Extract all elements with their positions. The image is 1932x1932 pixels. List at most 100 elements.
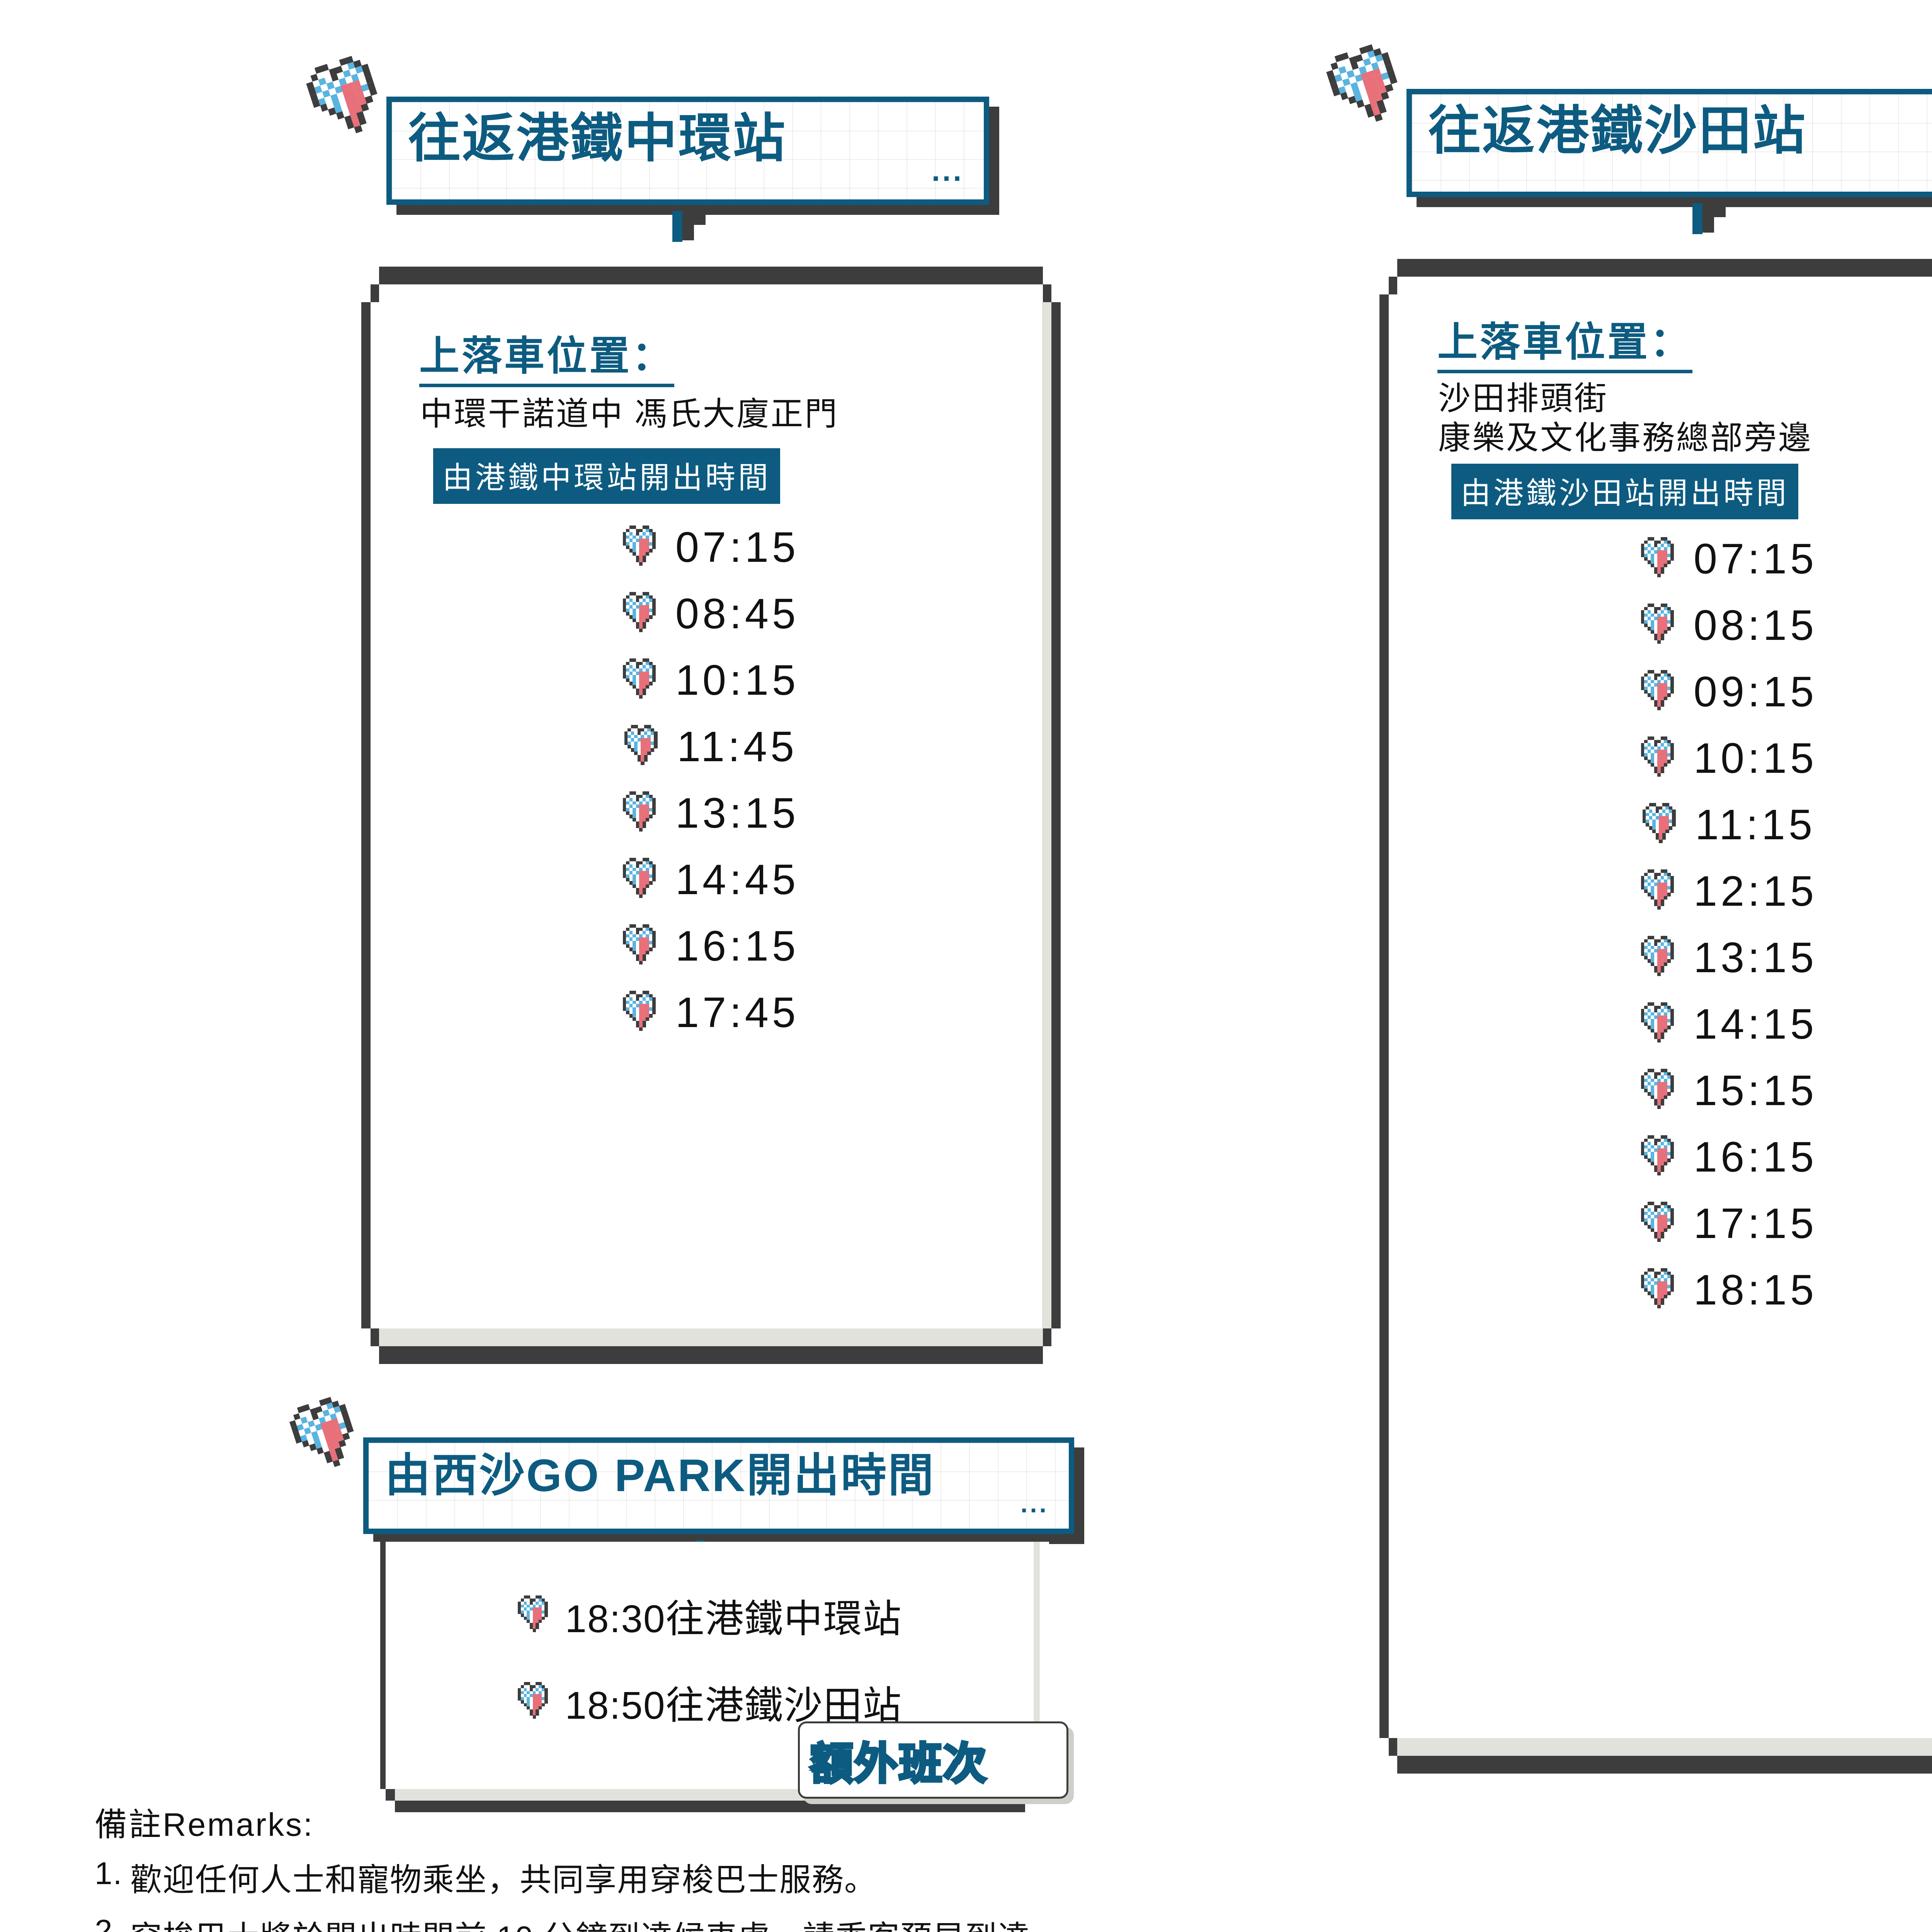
left-banner-ellipsis: ... xyxy=(931,153,964,187)
left-banner-title: 往返港鐵中環站 xyxy=(408,109,787,168)
right-location-label: 上落車位置： xyxy=(1437,309,1693,373)
time-row: 07:15 xyxy=(1379,526,1932,592)
time-value: 16:15 xyxy=(675,922,799,970)
pixel-heart-icon xyxy=(1641,1002,1680,1046)
time-value: 17:45 xyxy=(675,988,799,1036)
time-value: 07:15 xyxy=(675,523,799,571)
time-row: 15:15 xyxy=(1379,1057,1932,1124)
pixel-heart-icon xyxy=(1641,869,1680,913)
time-value: 14:45 xyxy=(675,855,799,903)
time-value: 12:15 xyxy=(1693,867,1818,915)
gopark-banner-box: 由西沙GO PARK開出時間 ... xyxy=(363,1437,1074,1534)
time-row: 10:15 xyxy=(1379,725,1932,791)
time-value: 15:15 xyxy=(1693,1066,1818,1114)
remark-text: 歡迎任何人士和寵物乘坐，共同享用穿梭巴士服務。 xyxy=(130,1862,877,1898)
right-banner: 往返港鐵沙田站 ... xyxy=(1326,44,1932,234)
gopark-entry-row: 18:30往港鐵中環站 xyxy=(371,1572,1049,1658)
time-row: 07:15 xyxy=(361,514,1061,580)
time-row: 11:45 xyxy=(361,713,1061,780)
remark-text: 穿梭巴士將於開出時間前 10 分鐘到達候車處，請乘客預早到達。 xyxy=(130,1913,1063,1932)
pixel-heart-icon xyxy=(622,991,662,1034)
remark-item: 1. 歡迎任何人士和寵物乘坐，共同享用穿梭巴士服務。 xyxy=(95,1855,1932,1905)
pixel-heart-icon xyxy=(1641,670,1680,713)
gopark-banner-ellipsis: ... xyxy=(1020,1489,1049,1518)
time-value: 10:15 xyxy=(1693,734,1818,782)
gopark-banner: 由西沙GO PARK開出時間 ... xyxy=(289,1397,1074,1568)
remarks-heading: 備註Remarks: xyxy=(95,1806,314,1843)
time-row: 13:15 xyxy=(361,780,1061,846)
time-value: 13:15 xyxy=(675,789,799,837)
left-location-label: 上落車位置： xyxy=(419,323,675,387)
remark-item: 2. 穿梭巴士將於開出時間前 10 分鐘到達候車處，請乘客預早到達。 xyxy=(95,1913,1932,1932)
right-banner-box: 往返港鐵沙田站 ... xyxy=(1406,89,1932,197)
time-value: 11:45 xyxy=(677,723,798,770)
time-row: 13:15 xyxy=(1379,924,1932,991)
time-value: 18:15 xyxy=(1693,1266,1818,1314)
pixel-heart-icon xyxy=(1642,803,1682,846)
right-banner-tail xyxy=(1692,203,1739,250)
left-banner: 往返港鐵中環站 ... xyxy=(306,56,989,242)
gopark-entry-row: 18:50往港鐵沙田站 xyxy=(371,1658,1049,1745)
time-row: 14:45 xyxy=(361,846,1061,913)
gopark-entry-value: 18:50往港鐵沙田站 xyxy=(565,1684,902,1727)
pixel-heart-icon xyxy=(518,1682,553,1721)
pixel-heart-icon xyxy=(1641,1069,1680,1112)
time-row: 11:15 xyxy=(1379,791,1932,858)
time-value: 10:15 xyxy=(675,656,799,704)
time-row: 14:15 xyxy=(1379,991,1932,1057)
pixel-heart-icon xyxy=(286,1390,375,1481)
left-departure-badge: 由港鐵中環站開出時間 xyxy=(433,448,781,504)
pixel-heart-icon xyxy=(622,592,662,635)
pixel-heart-icon xyxy=(622,658,662,702)
time-value: 09:15 xyxy=(1693,668,1818,716)
time-row: 09:15 xyxy=(1379,658,1932,725)
time-value: 14:15 xyxy=(1693,1000,1818,1048)
left-times-list: 07:15 08:45 10:15 11:45 13:15 14:45 xyxy=(361,514,1061,1046)
time-row: 17:45 xyxy=(361,979,1061,1046)
pixel-heart-icon xyxy=(622,791,662,835)
left-timetable-card: 上落車位置： 中環干諾道中 馮氏大廈正門 由港鐵中環站開出時間 07:15 08… xyxy=(361,267,1061,1364)
time-value: 08:15 xyxy=(1693,601,1818,649)
pixel-heart-icon xyxy=(622,526,662,569)
right-banner-title: 往返港鐵沙田站 xyxy=(1428,101,1807,160)
time-row: 16:15 xyxy=(361,913,1061,979)
remark-number: 2. xyxy=(95,1913,123,1932)
time-value: 11:15 xyxy=(1695,801,1816,849)
pixel-heart-icon xyxy=(1641,936,1680,979)
left-banner-tail xyxy=(672,211,719,257)
pixel-heart-icon xyxy=(1641,736,1680,780)
time-value: 13:15 xyxy=(1693,934,1818,981)
left-banner-box: 往返港鐵中環站 ... xyxy=(386,97,989,205)
right-banner-ellipsis: ... xyxy=(1428,157,1932,169)
extra-trips-badge: 額外班次 xyxy=(798,1721,1068,1799)
time-value: 07:15 xyxy=(1693,535,1818,583)
pixel-heart-icon xyxy=(622,858,662,901)
time-row: 08:45 xyxy=(361,580,1061,647)
gopark-banner-title: 由西沙GO PARK開出時間 xyxy=(385,1450,935,1501)
time-row: 16:15 xyxy=(1379,1124,1932,1190)
time-row: 12:15 xyxy=(1379,858,1932,924)
time-value: 16:15 xyxy=(1693,1133,1818,1181)
gopark-entries: 18:30往港鐵中環站 18:50往港鐵沙田站 xyxy=(371,1572,1049,1745)
time-row: 10:15 xyxy=(361,647,1061,713)
time-row: 08:15 xyxy=(1379,592,1932,658)
pixel-heart-icon xyxy=(1641,604,1680,647)
time-row: 18:15 xyxy=(1379,1257,1932,1323)
remark-number: 1. xyxy=(95,1856,123,1891)
pixel-heart-icon xyxy=(1641,1268,1680,1311)
time-value: 08:45 xyxy=(675,590,799,638)
pixel-heart-icon xyxy=(624,725,664,768)
left-location-lines: 中環干諾道中 馮氏大廈正門 xyxy=(420,396,839,432)
pixel-heart-icon xyxy=(1641,1135,1680,1179)
time-value: 17:15 xyxy=(1693,1199,1818,1247)
right-departure-badge: 由港鐵沙田站開出時間 xyxy=(1451,464,1799,519)
right-times-list: 07:15 08:15 09:15 10:15 11:15 12:15 xyxy=(1379,526,1932,1323)
extra-trips-label: 額外班次 xyxy=(809,1738,988,1789)
pixel-heart-icon xyxy=(1641,1202,1680,1245)
pixel-heart-icon xyxy=(622,924,662,968)
time-row: 17:15 xyxy=(1379,1190,1932,1257)
pixel-heart-icon xyxy=(518,1595,553,1635)
right-location-lines: 沙田排頭街 康樂及文化事務總部旁邊 xyxy=(1438,380,1813,456)
pixel-heart-icon xyxy=(1641,537,1680,580)
